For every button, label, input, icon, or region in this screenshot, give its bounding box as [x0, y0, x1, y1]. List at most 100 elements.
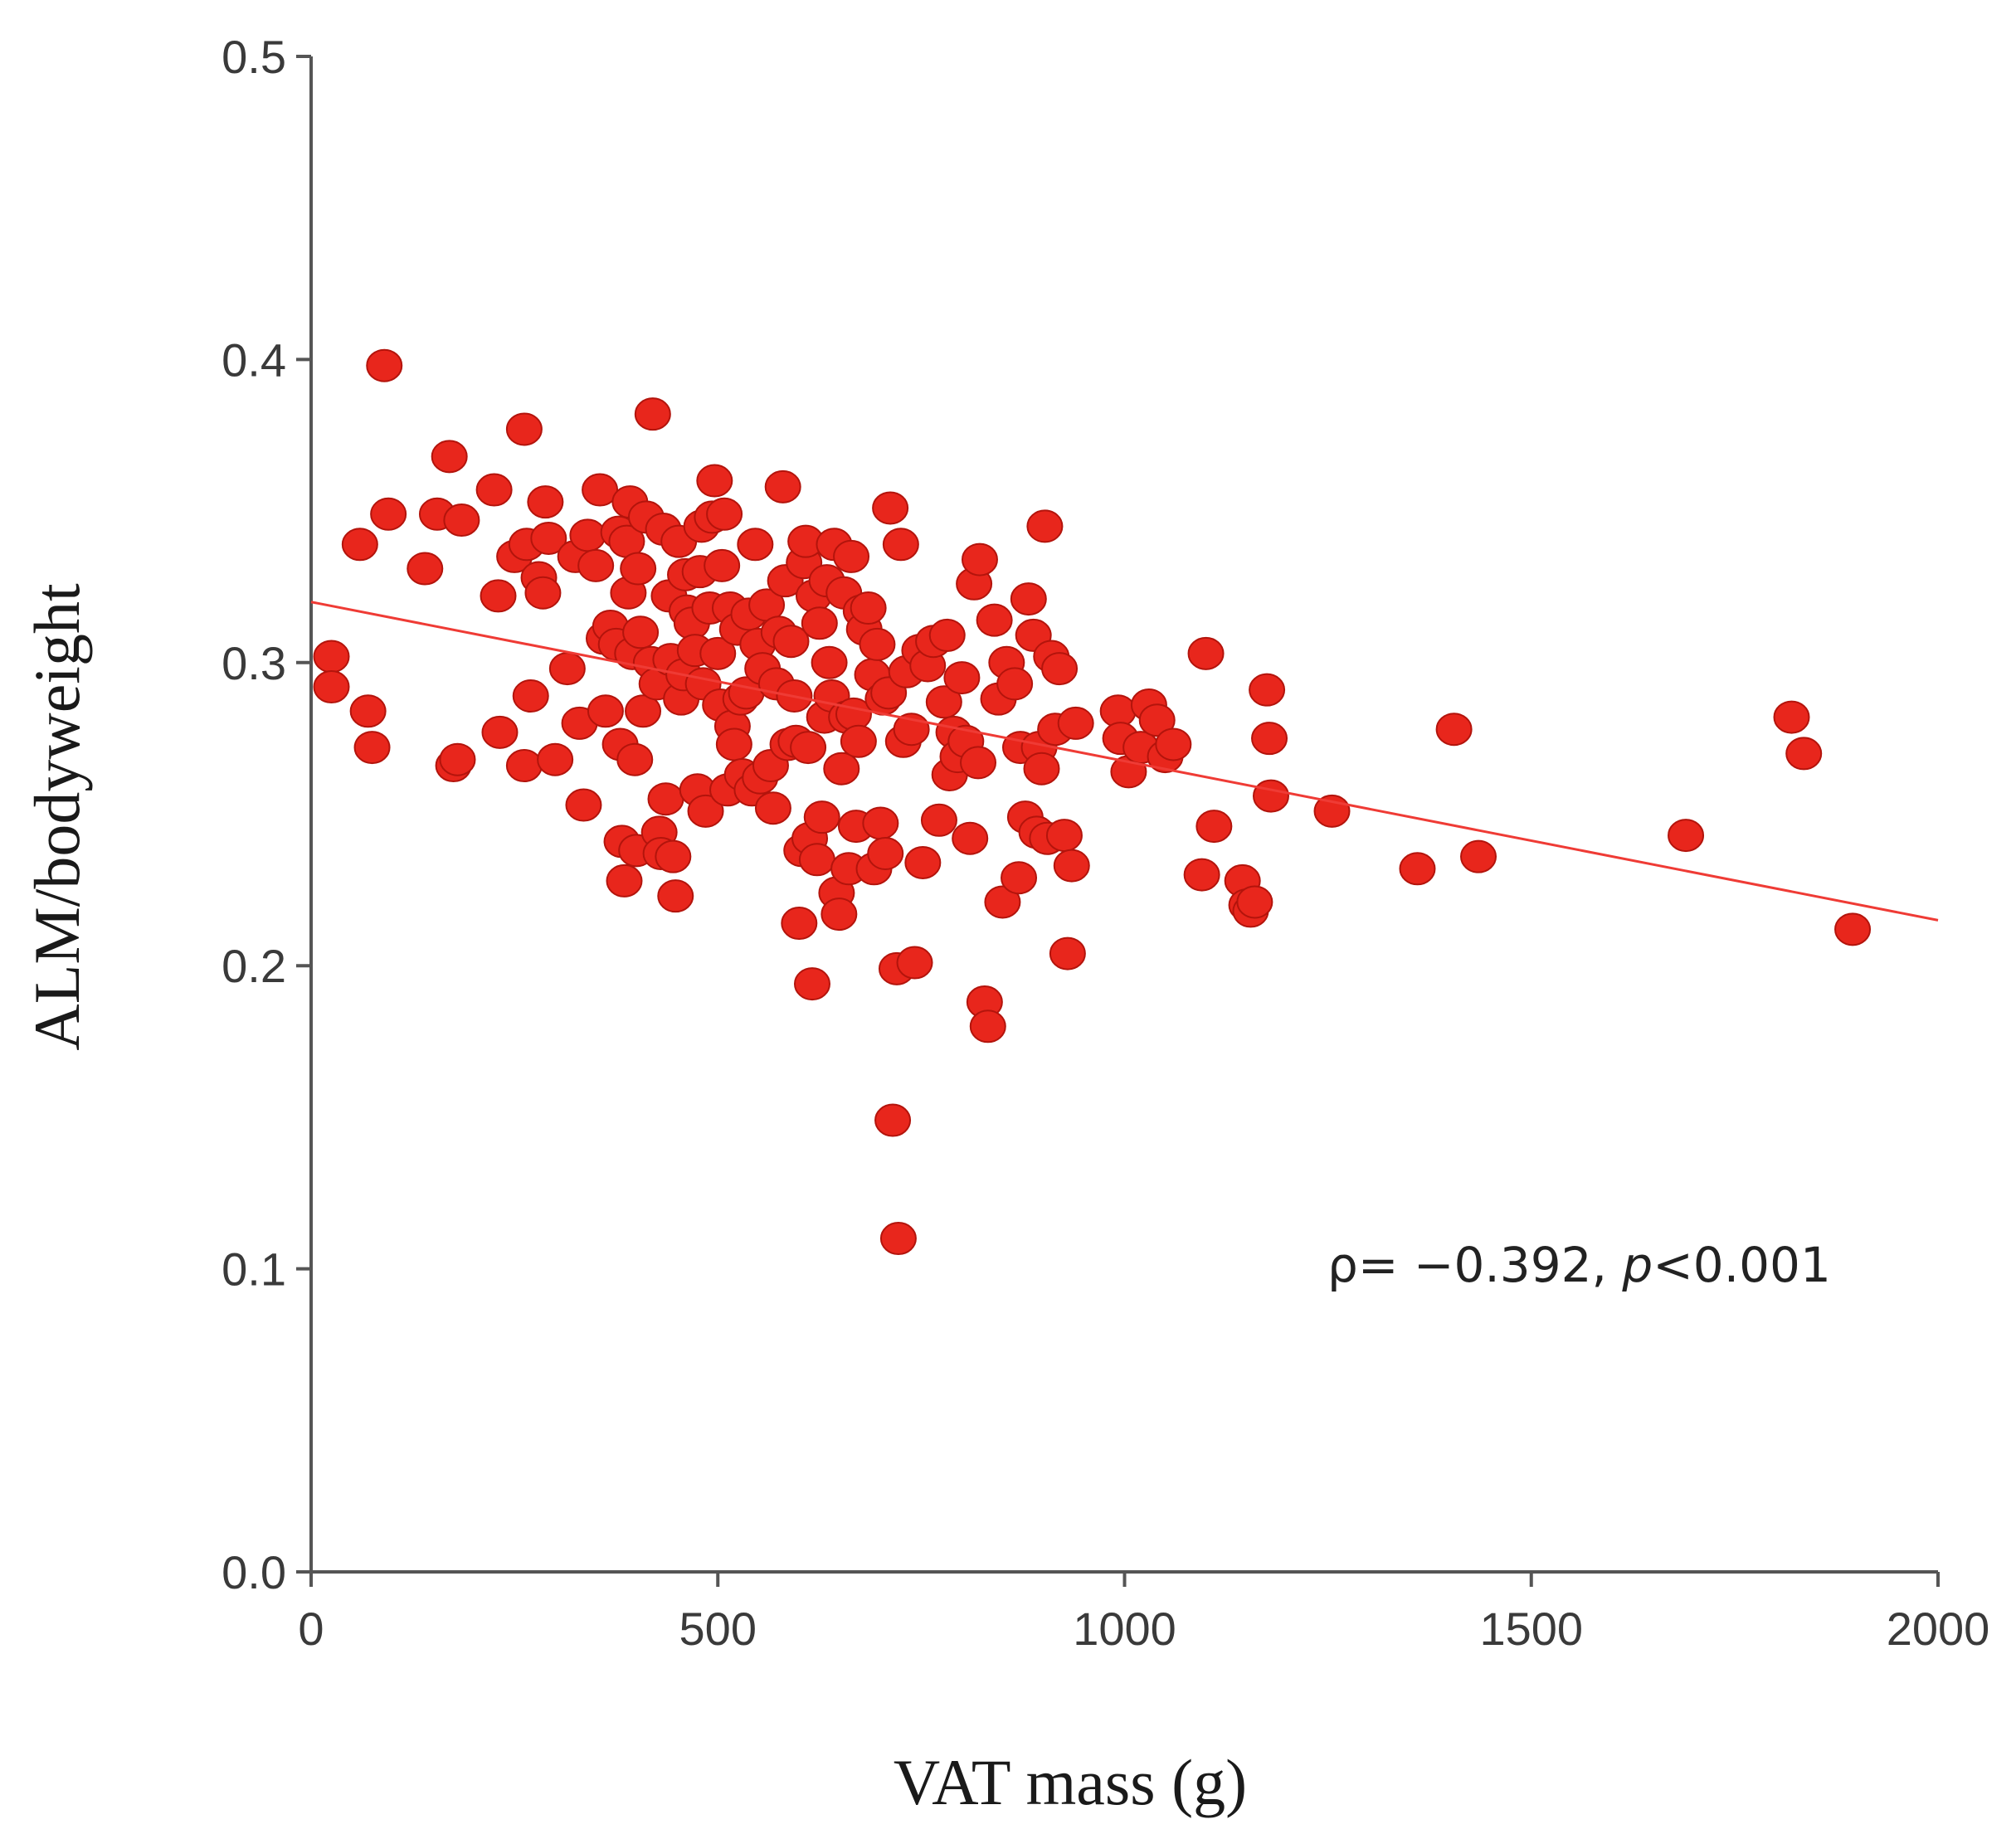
data-point-84 — [715, 727, 752, 761]
data-point-79 — [704, 548, 741, 582]
data-point-11 — [439, 742, 476, 776]
rho-label: ρ= −0.392, — [1327, 1237, 1622, 1293]
y-tick-label-5: 0.5 — [222, 31, 286, 83]
data-point-161 — [943, 661, 981, 695]
data-point-205 — [1236, 885, 1273, 919]
data-point-152 — [904, 845, 942, 879]
data-point-213 — [1668, 819, 1705, 853]
data-point-182 — [1026, 509, 1064, 543]
x-tick-label-3: 1500 — [1479, 1603, 1583, 1655]
data-point-61 — [657, 879, 694, 913]
data-point-187 — [1045, 819, 1083, 853]
y-tick-label-1: 0.1 — [222, 1243, 286, 1296]
data-point-20 — [512, 679, 549, 713]
data-point-199 — [1183, 858, 1220, 892]
data-point-171 — [984, 885, 1021, 919]
data-point-169 — [976, 603, 1013, 637]
data-point-106 — [781, 907, 818, 941]
correlation-annotation: ρ= −0.392, p<0.001 — [1327, 1237, 1831, 1293]
data-point-163 — [952, 821, 989, 855]
data-point-1 — [313, 670, 350, 704]
data-point-174 — [1001, 861, 1038, 895]
data-point-34 — [587, 694, 624, 728]
data-point-181 — [1023, 752, 1060, 786]
data-point-123 — [821, 898, 858, 932]
data-point-196 — [1138, 703, 1176, 737]
data-point-189 — [1053, 849, 1090, 883]
y-tick-label-3: 0.3 — [222, 637, 286, 689]
data-point-9 — [431, 440, 468, 474]
data-point-80 — [706, 497, 743, 531]
data-point-25 — [537, 742, 574, 776]
data-point-156 — [925, 685, 962, 719]
data-point-198 — [1155, 727, 1192, 761]
data-point-57 — [647, 782, 684, 816]
data-point-215 — [1785, 737, 1823, 771]
data-point-17 — [505, 412, 543, 446]
data-point-137 — [859, 627, 896, 661]
data-points — [313, 348, 1872, 1256]
data-point-208 — [1252, 779, 1289, 813]
data-point-142 — [872, 491, 909, 525]
data-point-119 — [811, 645, 848, 679]
data-point-100 — [764, 469, 801, 503]
data-point-29 — [565, 788, 602, 822]
data-point-4 — [353, 731, 391, 765]
data-point-30 — [569, 518, 606, 552]
data-point-40 — [606, 863, 643, 898]
data-point-7 — [407, 552, 444, 586]
x-tick-label-2: 1000 — [1073, 1603, 1176, 1655]
p-symbol: p — [1621, 1237, 1653, 1293]
data-point-210 — [1399, 852, 1436, 886]
data-point-128 — [833, 539, 870, 573]
data-point-3 — [349, 694, 387, 728]
data-point-190 — [1057, 706, 1094, 740]
data-point-146 — [882, 528, 919, 562]
data-point-31 — [577, 548, 615, 582]
data-point-15 — [481, 715, 519, 749]
data-point-206 — [1249, 673, 1286, 707]
x-tick-label-1: 500 — [679, 1603, 757, 1655]
data-point-32 — [582, 473, 619, 507]
data-point-47 — [620, 552, 657, 586]
data-point-140 — [867, 837, 904, 871]
data-point-73 — [687, 794, 724, 828]
data-point-49 — [625, 694, 662, 728]
data-point-211 — [1435, 713, 1473, 747]
y-ticks: 0.0 0.1 0.2 0.3 0.4 0.5 — [222, 31, 311, 1598]
data-point-145 — [879, 1222, 917, 1256]
data-point-186 — [1041, 652, 1079, 686]
data-point-124 — [823, 752, 860, 786]
data-point-97 — [754, 791, 791, 825]
x-tick-label-4: 2000 — [1887, 1603, 1990, 1655]
data-point-45 — [616, 742, 654, 776]
data-point-13 — [475, 473, 513, 507]
data-point-166 — [961, 542, 998, 576]
y-tick-label-2: 0.2 — [222, 940, 286, 992]
data-point-60 — [655, 839, 692, 873]
data-point-173 — [996, 667, 1034, 701]
data-point-26 — [548, 652, 586, 686]
data-point-110 — [790, 731, 827, 765]
y-tick-label-4: 0.4 — [222, 333, 286, 386]
data-point-77 — [699, 636, 737, 670]
data-point-103 — [772, 625, 810, 659]
data-point-14 — [480, 579, 517, 613]
data-point-212 — [1460, 839, 1497, 873]
data-point-6 — [370, 497, 407, 531]
data-point-91 — [737, 528, 774, 562]
data-point-22 — [524, 576, 562, 610]
data-point-138 — [862, 806, 899, 840]
x-tick-label-0: 0 — [298, 1603, 324, 1655]
data-point-114 — [798, 843, 835, 877]
axes — [309, 56, 1938, 1574]
data-point-24 — [530, 521, 567, 555]
trend-line — [310, 601, 1939, 922]
data-point-48 — [622, 615, 660, 649]
data-point-134 — [850, 591, 887, 625]
data-point-200 — [1187, 636, 1225, 670]
data-point-52 — [634, 397, 671, 431]
p-value: <0.001 — [1653, 1237, 1831, 1293]
data-point-112 — [793, 967, 830, 1001]
